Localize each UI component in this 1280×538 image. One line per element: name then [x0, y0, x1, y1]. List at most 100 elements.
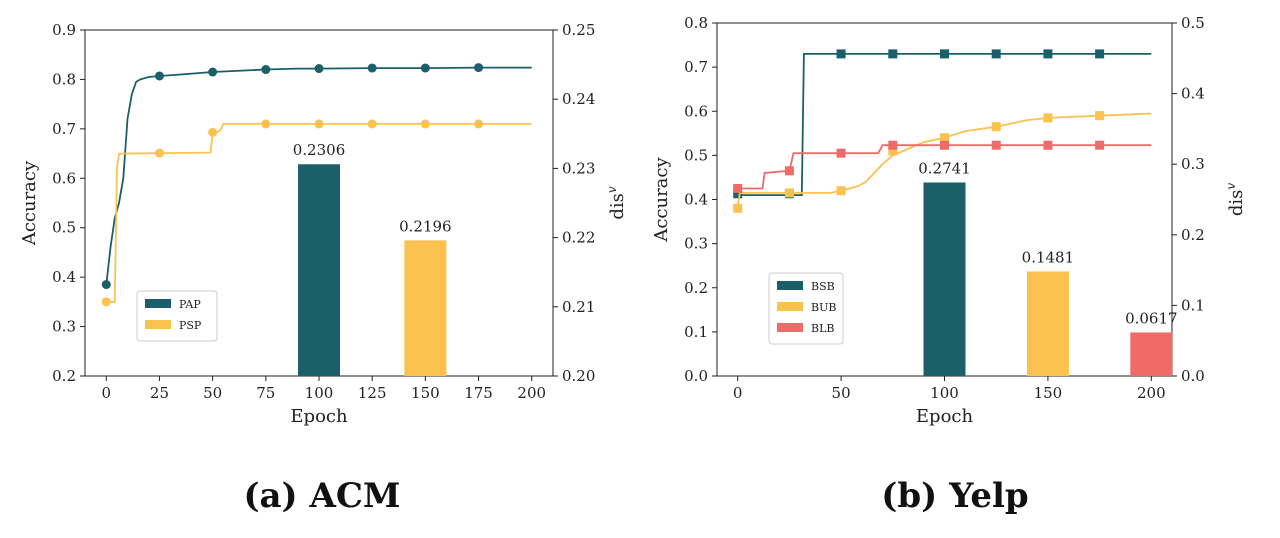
- y2-tick-label: 0.3: [1181, 155, 1205, 173]
- y-tick-label: 0.3: [684, 235, 708, 253]
- x-tick-label: 75: [256, 384, 275, 402]
- legend-label: BSB: [811, 280, 835, 293]
- y2-tick-label: 0.22: [562, 229, 595, 247]
- y2-tick-label: 0.5: [1181, 14, 1205, 32]
- x-tick-label: 50: [832, 384, 851, 402]
- series-point-psp: [154, 148, 164, 158]
- x-tick-label: 200: [1137, 384, 1166, 402]
- y-axis-label: Accuracy: [19, 160, 40, 246]
- series-point-pap: [261, 65, 271, 75]
- series-point-blb: [940, 140, 949, 150]
- y-tick-label: 0.2: [52, 367, 76, 385]
- panel-caption: (b) Yelp: [881, 476, 1028, 516]
- y2-axis-label-main: dis: [1226, 190, 1247, 217]
- series-point-bsb: [836, 49, 846, 59]
- bar-value-label: 0.1481: [1022, 248, 1075, 266]
- series-point-bub: [1043, 113, 1053, 123]
- y2-axis-label-sup: v: [1224, 183, 1238, 190]
- y2-tick-label: 0.21: [562, 298, 595, 316]
- y2-axis-label-sup: v: [605, 186, 619, 193]
- y-tick-label: 0.1: [684, 323, 708, 341]
- series-point-bub: [1095, 111, 1105, 121]
- y-tick-label: 0.7: [684, 58, 708, 76]
- series-point-pap: [208, 67, 218, 77]
- series-point-bub: [888, 146, 898, 156]
- series-point-blb: [836, 148, 846, 158]
- series-point-pap: [420, 63, 430, 73]
- y-tick-label: 0.8: [52, 70, 76, 88]
- series-point-blb: [1095, 140, 1105, 150]
- legend-label: BLB: [811, 322, 834, 335]
- y-tick-label: 0.5: [52, 219, 76, 237]
- series-line-psp: [106, 123, 532, 303]
- y-axis-label: Accuracy: [651, 157, 672, 243]
- legend-swatch: [777, 281, 803, 290]
- x-tick-label: 175: [464, 384, 493, 402]
- x-tick-label: 50: [203, 384, 222, 402]
- bar-value-label: 0.2741: [918, 159, 971, 177]
- series-point-blb: [991, 140, 1001, 150]
- series-point-bub: [784, 188, 794, 198]
- series-point-blb: [733, 183, 743, 193]
- series-point-bsb: [1095, 49, 1105, 59]
- series-point-blb: [888, 140, 898, 150]
- series-line-bsb: [737, 53, 1152, 197]
- y2-axis-label: disv: [1224, 183, 1247, 217]
- series-point-psp: [314, 119, 324, 129]
- y-tick-label: 0.6: [684, 102, 708, 120]
- series-point-psp: [261, 119, 271, 129]
- series-point-bsb: [888, 49, 898, 59]
- series-point-pap: [367, 63, 377, 73]
- y-tick-label: 0.5: [684, 146, 708, 164]
- series-point-bsb: [940, 49, 949, 59]
- y-tick-label: 0.2: [684, 279, 708, 297]
- bar: [404, 240, 447, 376]
- bars: 0.2306 0.2196: [293, 141, 452, 376]
- bar-value-label: 0.0617: [1125, 309, 1178, 327]
- legend-swatch: [145, 299, 171, 308]
- x-tick-label: 150: [411, 384, 440, 402]
- ticks: 0 50 100 150 200 0.0 0.1 0.2 0.3 0.4 0.5 0.6 0.7 0.8 0…: [684, 14, 1205, 402]
- series-point-psp: [208, 127, 218, 137]
- x-tick-label: 200: [517, 384, 546, 402]
- bars: 0.2741 0.1481 0.0617: [918, 159, 1178, 376]
- series-point-pap: [314, 64, 324, 74]
- legend-swatch: [145, 320, 171, 329]
- y-tick-label: 0.4: [52, 268, 76, 286]
- series-point-pap: [154, 71, 164, 81]
- x-tick-label: 125: [358, 384, 387, 402]
- y2-axis-label: disv: [605, 186, 628, 220]
- bar: [923, 182, 966, 376]
- x-tick-label: 100: [305, 384, 334, 402]
- y-tick-label: 0.3: [52, 318, 76, 336]
- series-point-psp: [367, 119, 377, 129]
- panel-acm: 0.2306 0.2196 0 25 50 75 100 125 150 175 200 0.2 0.…: [19, 21, 628, 516]
- y2-tick-label: 0.25: [562, 21, 595, 39]
- series-point-bsb: [991, 49, 1001, 59]
- legend-label: PSP: [179, 319, 202, 332]
- series-point-bsb: [733, 189, 743, 199]
- x-axis-label: Epoch: [290, 406, 348, 427]
- x-tick-label: 0: [733, 384, 743, 402]
- y-tick-label: 0.9: [52, 21, 76, 39]
- series-point-pap: [474, 63, 484, 73]
- legend-box: [136, 290, 218, 342]
- bar-value-label: 0.2306: [293, 141, 346, 159]
- y-tick-label: 0.7: [52, 120, 76, 138]
- y2-tick-label: 0.24: [562, 90, 595, 108]
- y2-tick-label: 0.1: [1181, 296, 1205, 314]
- bar: [1130, 332, 1173, 376]
- x-tick-label: 100: [930, 384, 959, 402]
- series-point-psp: [474, 119, 484, 129]
- legend: BSB BUB BLB: [768, 272, 844, 345]
- x-tick-label: 0: [101, 384, 111, 402]
- y2-tick-label: 0.0: [1181, 367, 1205, 385]
- y2-tick-label: 0.2: [1181, 226, 1205, 244]
- y2-tick-label: 0.4: [1181, 85, 1205, 103]
- legend: PAP PSP: [136, 290, 218, 342]
- series-point-blb: [784, 166, 794, 176]
- y2-tick-label: 0.23: [562, 159, 595, 177]
- series-point-bsb: [1043, 49, 1053, 59]
